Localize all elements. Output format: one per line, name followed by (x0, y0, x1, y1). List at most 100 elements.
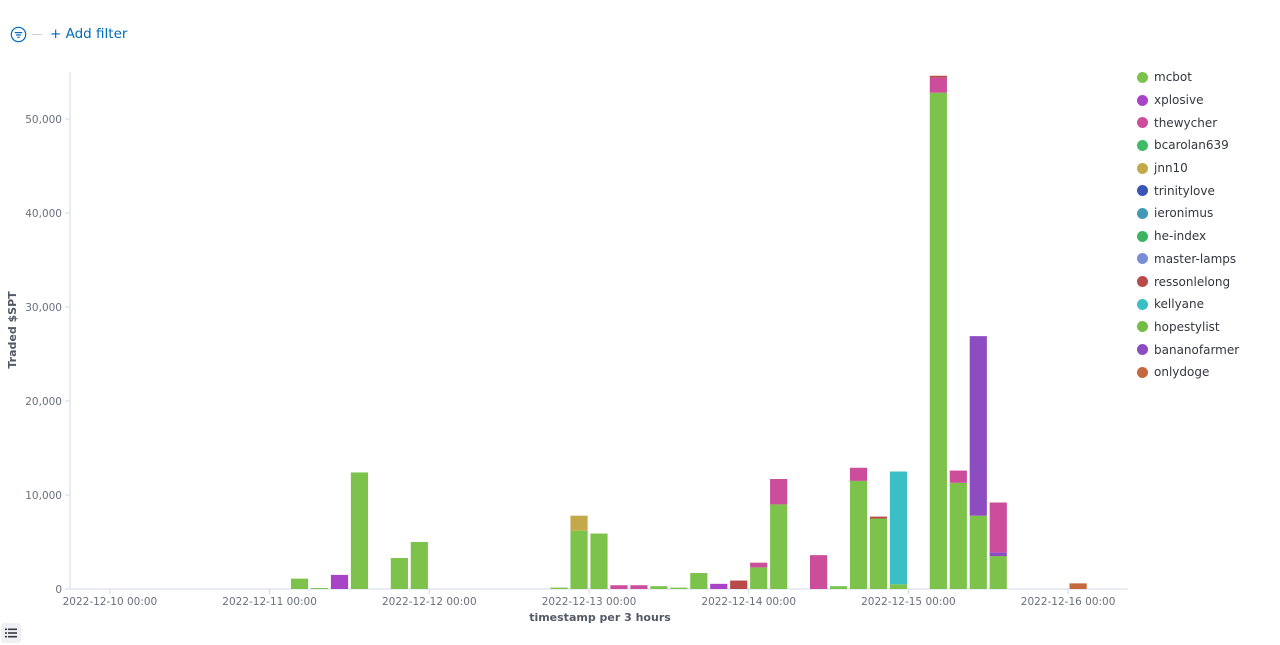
legend-item-ieronimus[interactable]: ieronimus (1137, 202, 1239, 225)
bar-segment-xplosive[interactable] (710, 583, 728, 589)
legend-color-dot (1137, 207, 1148, 219)
bar-segment-onlydoge[interactable] (1069, 583, 1087, 589)
legend-item-bcarolan639[interactable]: bcarolan639 (1137, 134, 1239, 157)
legend-label: bananofarmer (1154, 342, 1240, 357)
legend-color-dot (1137, 276, 1148, 288)
x-axis-title: timestamp per 3 hours (529, 611, 671, 624)
legend-label: ieronimus (1154, 206, 1214, 221)
bar-segment-mcbot[interactable] (410, 542, 428, 589)
bar-segment-ressonlelong[interactable] (869, 516, 888, 519)
bar-segment-mcbot[interactable] (390, 557, 408, 589)
legend-item-bananofarmer[interactable]: bananofarmer (1137, 338, 1239, 361)
bar-segment-mcbot[interactable] (869, 518, 888, 590)
bar-segment-mcbot[interactable] (570, 530, 588, 589)
legend-label: kellyane (1154, 297, 1205, 312)
legend-item-he-index[interactable]: he-index (1137, 225, 1239, 248)
y-tick-label: 20,000 (25, 396, 62, 408)
legend-toggle-button[interactable] (1, 623, 21, 643)
bar-segment-thewycher[interactable] (810, 555, 828, 589)
x-tick-label: 2022-12-12 00:00 (382, 596, 477, 608)
legend-label: bcarolan639 (1154, 138, 1229, 153)
y-tick-label: 50,000 (25, 114, 62, 126)
list-icon (5, 628, 17, 638)
legend-item-ressonlelong[interactable]: ressonlelong (1137, 270, 1239, 293)
y-axis: 0 10,000 20,000 30,000 40,000 50,000 (25, 72, 71, 596)
bar-segment-mcbot[interactable] (750, 567, 768, 589)
bar-segment-thewycher[interactable] (750, 562, 768, 568)
legend-label: master-lamps (1154, 251, 1237, 266)
filter-bar: + Add filter (10, 24, 127, 44)
bar-segment-mcbot[interactable] (889, 584, 908, 589)
bar-segment-bananofarmer[interactable] (989, 552, 1007, 557)
add-filter-button[interactable]: + Add filter (50, 26, 128, 42)
bar-segment-thewycher[interactable] (989, 502, 1007, 553)
filter-divider (32, 33, 42, 35)
bar-segment-thewycher[interactable] (949, 470, 967, 483)
legend-color-dot (1137, 94, 1148, 106)
legend-label: ressonlelong (1154, 274, 1231, 289)
legend-color-dot (1137, 321, 1148, 333)
legend-label: onlydoge (1154, 365, 1210, 380)
bar-segment-mcbot[interactable] (350, 472, 369, 589)
bar-segment-mcbot[interactable] (949, 482, 967, 589)
bar-segment-mcbot[interactable] (310, 588, 329, 589)
bar-segment-thewycher[interactable] (630, 585, 648, 589)
bar-segment-kellyane[interactable] (889, 471, 908, 585)
y-tick-label: 40,000 (25, 208, 62, 220)
y-tick-label: 30,000 (25, 302, 62, 314)
legend-color-dot (1137, 117, 1148, 129)
legend-item-kellyane[interactable]: kellyane (1137, 293, 1239, 316)
bar-segment-mcbot[interactable] (590, 533, 608, 589)
legend-item-onlydoge[interactable]: onlydoge (1137, 361, 1239, 384)
bar-segment-xplosive[interactable] (330, 574, 349, 589)
legend-color-dot (1137, 139, 1148, 151)
legend-label: xplosive (1154, 93, 1204, 108)
legend-item-xplosive[interactable]: xplosive (1137, 89, 1239, 112)
bar-segment-mcbot[interactable] (550, 587, 568, 589)
bar-segment-mcbot[interactable] (929, 92, 947, 590)
filter-icon[interactable] (10, 26, 27, 43)
stacked-bar-chart: 0 10,000 20,000 30,000 40,000 50,000 2022-12-… (6, 72, 1128, 624)
bar-segment-mcbot[interactable] (650, 586, 668, 589)
bar-segment-thewycher[interactable] (929, 77, 947, 93)
legend-item-mcbot[interactable]: mcbot (1137, 66, 1239, 89)
bar-segment-ressonlelong[interactable] (730, 580, 748, 589)
bar-segment-thewycher[interactable] (770, 479, 788, 505)
bar-segment-ressonlelong[interactable] (929, 75, 947, 78)
x-tick-label: 2022-12-11 00:00 (222, 596, 317, 608)
x-tick-label: 2022-12-13 00:00 (542, 596, 637, 608)
legend-color-dot (1137, 162, 1148, 174)
legend-item-hopestylist[interactable]: hopestylist (1137, 316, 1239, 339)
legend-label: he-index (1154, 229, 1207, 244)
legend-label: jnn10 (1154, 161, 1188, 176)
bar-segment-bananofarmer[interactable] (969, 336, 987, 516)
bar-segment-thewycher[interactable] (610, 585, 628, 589)
x-tick-label: 2022-12-10 00:00 (63, 596, 158, 608)
x-tick-label: 2022-12-15 00:00 (861, 596, 956, 608)
legend-color-dot (1137, 253, 1148, 265)
bar-segment-thewycher[interactable] (849, 467, 868, 481)
bar-segment-jnn10[interactable] (570, 515, 588, 531)
legend-color-dot (1137, 298, 1148, 310)
bar-segment-mcbot[interactable] (770, 504, 788, 589)
bar-segment-mcbot[interactable] (290, 578, 309, 589)
y-tick-label: 0 (55, 584, 62, 596)
bar-segment-mcbot[interactable] (670, 587, 688, 589)
x-axis: 2022-12-10 00:00 2022-12-11 00:00 2022-12-… (63, 588, 1128, 608)
legend-color-dot (1137, 185, 1148, 197)
bars (290, 75, 1087, 590)
legend-label: thewycher (1154, 115, 1218, 130)
bar-segment-mcbot[interactable] (849, 480, 868, 589)
bar-segment-mcbot[interactable] (969, 515, 987, 589)
bar-segment-mcbot[interactable] (690, 573, 708, 589)
legend-item-master-lamps[interactable]: master-lamps (1137, 248, 1239, 271)
legend-label: mcbot (1154, 70, 1192, 85)
legend-item-jnn10[interactable]: jnn10 (1137, 157, 1239, 180)
legend-item-thewycher[interactable]: thewycher (1137, 111, 1239, 134)
x-tick-label: 2022-12-16 00:00 (1021, 596, 1116, 608)
bar-segment-mcbot[interactable] (829, 586, 848, 589)
legend-label: hopestylist (1154, 319, 1220, 334)
y-axis-title: Traded $SPT (6, 291, 19, 369)
legend-item-trinitylove[interactable]: trinitylove (1137, 179, 1239, 202)
bar-segment-mcbot[interactable] (989, 556, 1007, 589)
